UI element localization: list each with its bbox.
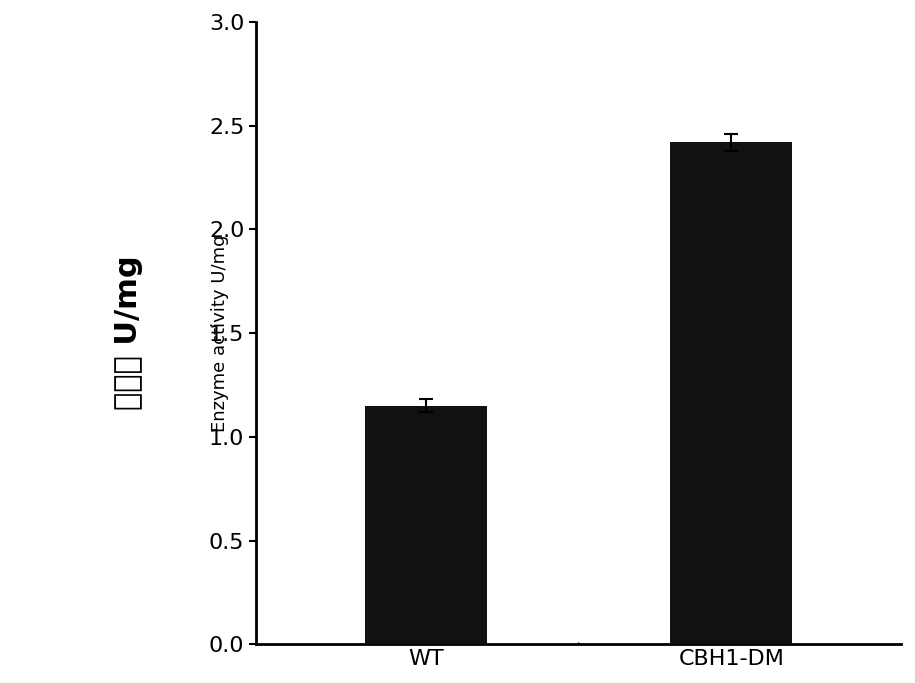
Text: Enzyme activity U/mg: Enzyme activity U/mg	[210, 234, 229, 432]
Text: 比活力 U/mg: 比活力 U/mg	[113, 255, 143, 410]
Bar	[671, 142, 792, 644]
Bar	[365, 406, 487, 644]
